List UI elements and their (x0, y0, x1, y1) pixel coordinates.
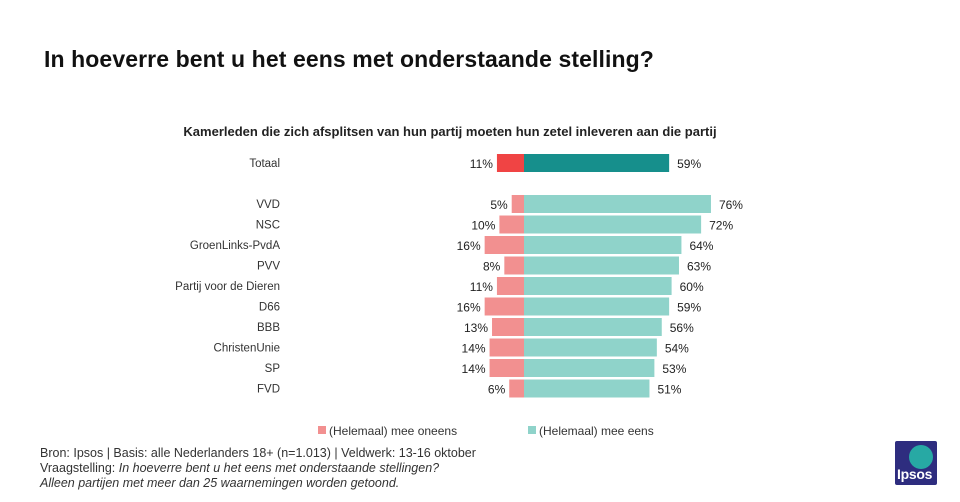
category-label: Partij voor de Dieren (175, 281, 280, 293)
chart-subtitle: Kamerleden die zich afsplitsen van hun p… (183, 124, 716, 139)
bar-disagree (484, 236, 524, 254)
data-label-disagree: 16% (457, 301, 481, 315)
category-label: ChristenUnie (214, 343, 280, 355)
bar-row-christenunie: ChristenUnie 14% 54% (214, 338, 689, 357)
bar-row-d66: D66 16% 59% (259, 297, 701, 316)
bar-agree (524, 154, 670, 172)
category-label: GroenLinks-PvdA (190, 240, 280, 252)
question-text: In hoeverre bent u het eens met ondersta… (118, 461, 440, 475)
bar-agree (524, 379, 650, 398)
data-label-disagree: 14% (462, 362, 486, 376)
legend-item-disagree: (Helemaal) mee oneens (318, 424, 457, 438)
bar-disagree (496, 277, 524, 295)
data-label-agree: 56% (670, 321, 694, 335)
chart-legend: (Helemaal) mee oneens (Helemaal) mee eens (318, 424, 654, 438)
data-label-agree: 63% (687, 260, 711, 274)
bar-disagree (492, 318, 524, 336)
bar-disagree (511, 195, 524, 213)
category-label: BBB (257, 322, 280, 334)
bar-row-groenlinks-pvda: GroenLinks-PvdA 16% 64% (190, 236, 714, 254)
data-label-disagree: 11% (470, 280, 493, 294)
legend-label: (Helemaal) mee oneens (329, 424, 457, 438)
data-label-disagree: 16% (457, 239, 481, 253)
bar-agree (524, 277, 672, 295)
bar-disagree (499, 215, 524, 234)
data-label-disagree: 6% (488, 383, 506, 397)
bar-row-totaal: Totaal 11% 59% (249, 154, 701, 172)
bar-disagree (489, 359, 524, 377)
page-title: In hoeverre bent u het eens met ondersta… (44, 46, 654, 72)
question-note: Vraagstelling: In hoeverre bent u het ee… (40, 461, 476, 476)
data-label-agree: 54% (665, 342, 689, 356)
diverging-bar-chart: Kamerleden die zich afsplitsen van hun p… (175, 124, 743, 438)
data-label-agree: 51% (657, 383, 681, 397)
bar-disagree (496, 154, 524, 172)
bar-disagree (489, 338, 524, 357)
data-label-agree: 64% (689, 239, 713, 253)
category-label: Totaal (249, 158, 280, 170)
data-label-agree: 60% (680, 280, 704, 294)
filter-note: Alleen partijen met meer dan 25 waarnemi… (40, 476, 400, 490)
legend-label: (Helemaal) mee eens (539, 424, 654, 438)
bar-agree (524, 338, 657, 357)
data-label-disagree: 13% (464, 321, 488, 335)
data-label-agree: 72% (709, 219, 733, 233)
data-label-agree: 53% (662, 362, 686, 376)
bar-disagree (504, 256, 524, 275)
data-label-agree: 59% (677, 157, 701, 171)
bar-agree (524, 359, 655, 377)
chart-footer: Bron: Ipsos | Basis: alle Nederlanders 1… (40, 446, 476, 491)
data-label-disagree: 5% (490, 198, 508, 212)
data-label-agree: 59% (677, 301, 701, 315)
data-label-disagree: 14% (462, 342, 486, 356)
legend-item-agree: (Helemaal) mee eens (528, 424, 654, 438)
category-label: PVV (257, 261, 280, 273)
bar-row-bbb: BBB 13% 56% (257, 318, 694, 336)
data-label-disagree: 8% (483, 260, 501, 274)
source-note: Bron: Ipsos | Basis: alle Nederlanders 1… (40, 446, 476, 460)
category-label: NSC (256, 220, 280, 232)
logo-circle-shape (909, 445, 933, 469)
category-label: D66 (259, 302, 280, 314)
bar-agree (524, 256, 679, 275)
bar-agree (524, 297, 670, 316)
logo-text: Ipsos (897, 466, 933, 482)
bar-row-sp: SP 14% 53% (265, 359, 687, 377)
bar-agree (524, 195, 711, 213)
bar-row-partij-voor-de-dieren: Partij voor de Dieren 11% 60% (175, 277, 704, 295)
bar-row-nsc: NSC 10% 72% (256, 215, 733, 234)
ipsos-logo: Ipsos (895, 441, 937, 485)
bar-row-vvd: VVD 5% 76% (256, 195, 743, 213)
bar-agree (524, 318, 662, 336)
bar-agree (524, 236, 682, 254)
bar-disagree (484, 297, 524, 316)
legend-swatch (318, 426, 326, 434)
category-label: VVD (256, 199, 280, 211)
bar-agree (524, 215, 702, 234)
category-label: SP (265, 363, 281, 375)
category-label: FVD (257, 384, 280, 396)
bar-row-fvd: FVD 6% 51% (257, 379, 682, 398)
data-label-disagree: 10% (471, 219, 495, 233)
question-label: Vraagstelling: (40, 461, 119, 475)
data-label-disagree: 11% (470, 157, 493, 171)
data-label-agree: 76% (719, 198, 743, 212)
bar-row-pvv: PVV 8% 63% (257, 256, 711, 275)
bar-disagree (509, 379, 524, 398)
legend-swatch (528, 426, 536, 434)
